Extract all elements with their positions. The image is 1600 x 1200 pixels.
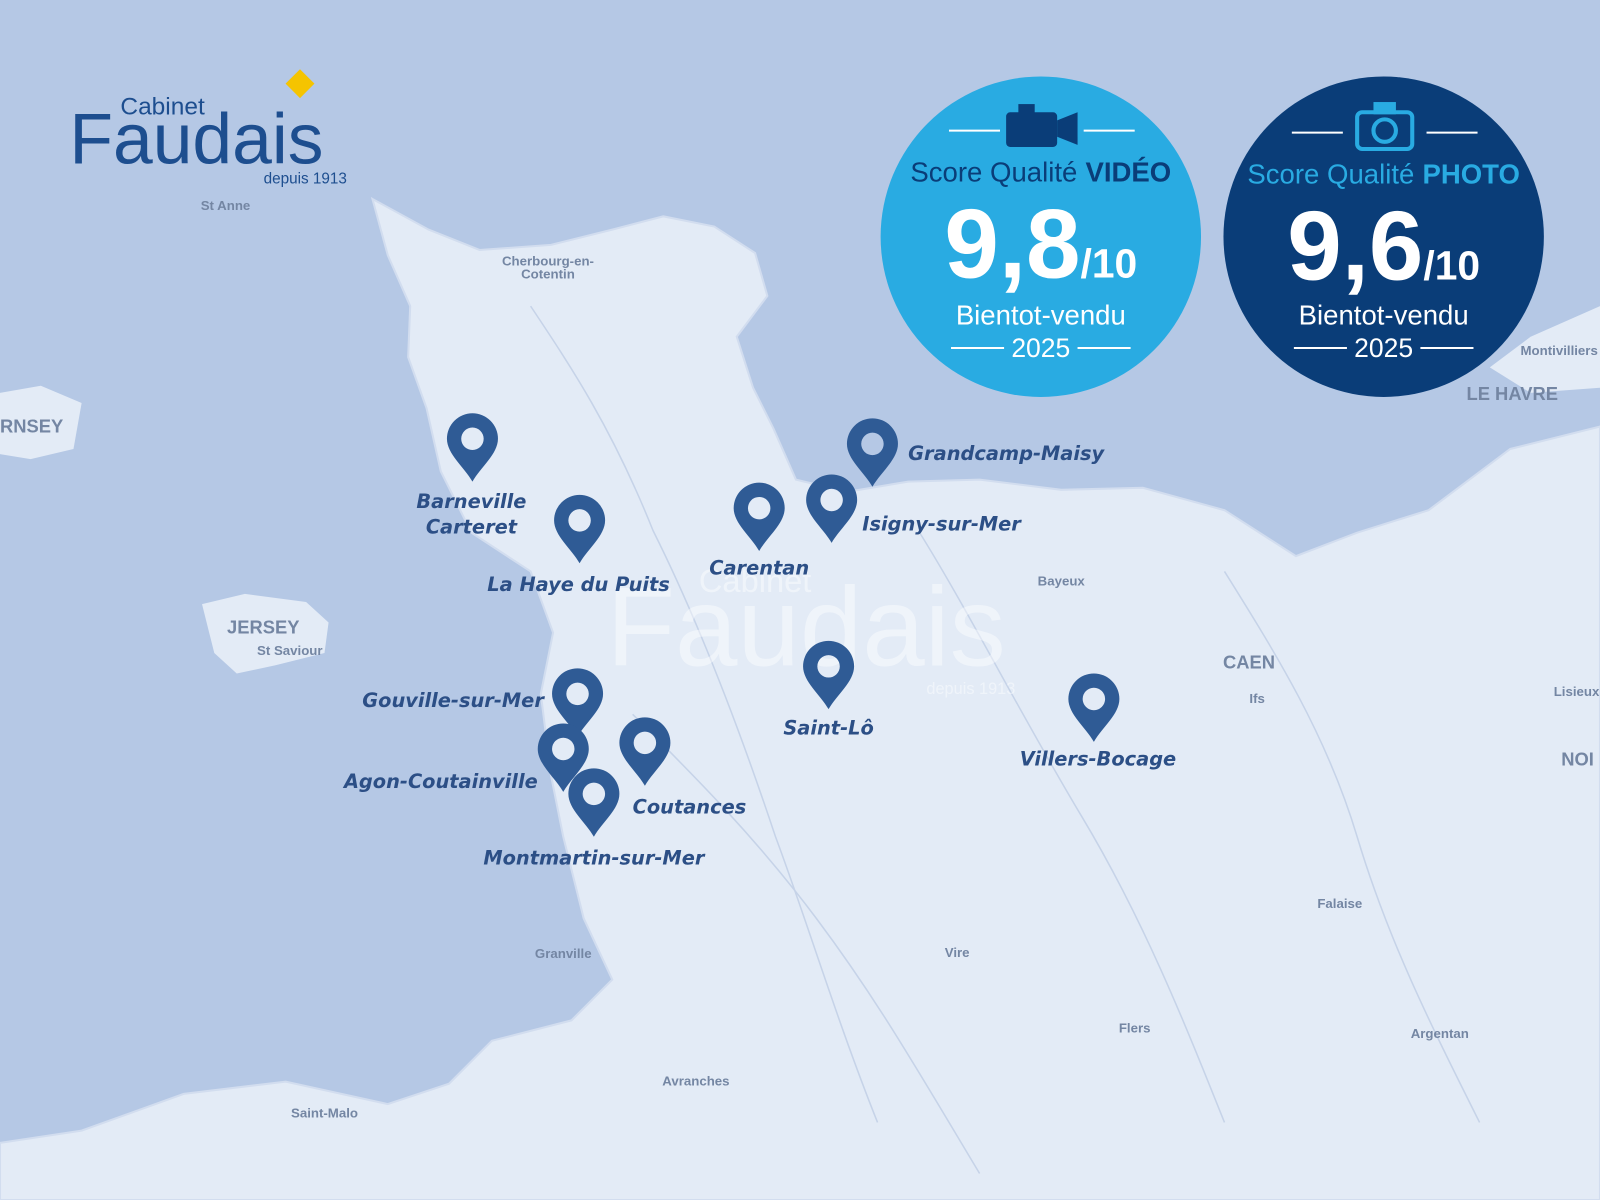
badge-brand: Bientot-vendu (1299, 299, 1469, 330)
map-label: Argentan (1411, 1026, 1469, 1041)
place-label: Coutances (633, 795, 747, 818)
badge-title: Score Qualité PHOTO (1247, 159, 1520, 190)
pin (803, 640, 855, 710)
logo-since: depuis 1913 (264, 171, 347, 188)
place-label: Montmartin-sur-Mer (483, 846, 706, 869)
place: Coutances (619, 717, 746, 818)
badge-year: 2025 (1011, 333, 1070, 363)
land-north (1489, 306, 1600, 393)
video-icon (1006, 104, 1078, 147)
badge-brand: Bientot-vendu (956, 299, 1126, 330)
map-label: Cherbourg-en- (502, 253, 594, 268)
badge-score: 9,8/10 (944, 189, 1137, 299)
place: Saint-Lô (783, 640, 874, 740)
place-label: Isigny-sur-Mer (862, 513, 1022, 536)
map-label: St Saviour (257, 643, 323, 658)
place: Barneville Carteret (416, 413, 526, 539)
logo-small: Cabinet (120, 93, 205, 120)
scale: /10 (1423, 243, 1480, 289)
map-label: Flers (1119, 1021, 1151, 1036)
place: Isigny-sur-Mer (806, 474, 1022, 543)
place: Grandcamp-Maisy (846, 418, 1106, 487)
pin (806, 474, 858, 543)
map-label: CAEN (1223, 651, 1275, 672)
place: Carentan (709, 482, 809, 579)
badge-title-strong: VIDÉO (1085, 157, 1171, 188)
pin (552, 668, 604, 737)
badge-circle (1223, 76, 1544, 397)
score: 9,8 (944, 189, 1080, 299)
map-label: Lisieux (1554, 684, 1600, 699)
badge-title: Score Qualité VIDÉO (910, 157, 1171, 188)
map-label: Vire (945, 945, 970, 960)
scale: /10 (1081, 241, 1138, 287)
badge-score: 9,6/10 (1287, 191, 1480, 301)
map-label: St Anne (201, 198, 251, 213)
place-label: Agon-Coutainville (342, 770, 538, 793)
watermark-small: Cabinet (699, 562, 812, 599)
map-label: Saint-Malo (291, 1105, 358, 1120)
place: Villers-Bocage (1020, 673, 1177, 770)
place-label: Saint-Lô (783, 717, 873, 740)
map-label: Montivilliers (1521, 343, 1598, 358)
badge-photo: Score Qualité PHOTO 9,6/10 Bientot-vendu … (1223, 76, 1544, 397)
badge-video: Score Qualité VIDÉO 9,8/10 Bientot-vendu … (880, 76, 1202, 397)
logo-diamond (285, 69, 315, 99)
map-label: Granville (535, 946, 592, 961)
island-guernsey (0, 385, 82, 460)
place: Agon-Coutainville (342, 723, 589, 793)
map-label: Avranches (662, 1074, 729, 1089)
land (0, 196, 1600, 1200)
map-label: Ifs (1249, 691, 1264, 706)
place: Montmartin-sur-Mer (483, 768, 706, 869)
map-label: Bayeux (1038, 574, 1086, 589)
badge-title-strong: PHOTO (1422, 159, 1519, 190)
badge-title-prefix: Score Qualité (1247, 159, 1414, 190)
pin (1068, 673, 1120, 742)
pin (568, 768, 620, 837)
island-jersey (202, 593, 329, 674)
place-label: Gouville-sur-Mer (362, 689, 545, 712)
photo-icon (1355, 102, 1415, 152)
place: Gouville-sur-Mer (362, 668, 604, 737)
pin (619, 717, 671, 786)
pin (846, 418, 898, 487)
map-label: NOI (1561, 748, 1594, 769)
pin (537, 723, 589, 792)
pin (446, 413, 498, 482)
place-label: La Haye du Puits (487, 573, 670, 596)
place-label: Carentan (709, 556, 809, 579)
score: 9,6 (1287, 191, 1423, 301)
map-label: Falaise (1317, 896, 1362, 911)
place-label: Carteret (426, 516, 518, 539)
map-label: RNSEY (0, 416, 63, 437)
badge-circle (880, 76, 1202, 397)
place-label: Villers-Bocage (1020, 747, 1177, 770)
place: La Haye du Puits (487, 494, 670, 596)
rivers (529, 305, 1481, 1174)
logo: Cabinet Faudais depuis 1913 (69, 69, 347, 188)
place-label: Barneville (416, 490, 526, 513)
logo-main: Faudais (69, 99, 323, 179)
badge-title-prefix: Score Qualité (910, 157, 1077, 188)
map-label: Cotentin (521, 267, 575, 282)
map-label: JERSEY (227, 617, 299, 638)
pin (733, 482, 785, 552)
badge-year: 2025 (1354, 333, 1413, 363)
watermark-since: depuis 1913 (926, 680, 1015, 698)
map-label: LE HAVRE (1467, 383, 1558, 404)
pin (554, 494, 606, 564)
place-label: Grandcamp-Maisy (908, 442, 1105, 465)
